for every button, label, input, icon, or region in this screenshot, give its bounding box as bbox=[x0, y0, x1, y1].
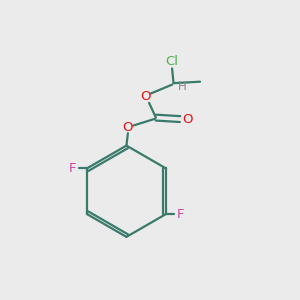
Text: O: O bbox=[140, 90, 151, 103]
Text: F: F bbox=[69, 162, 76, 175]
Text: F: F bbox=[176, 208, 184, 220]
Text: O: O bbox=[123, 122, 133, 134]
Text: Cl: Cl bbox=[166, 56, 178, 68]
Text: H: H bbox=[178, 80, 187, 93]
Text: O: O bbox=[182, 112, 193, 126]
